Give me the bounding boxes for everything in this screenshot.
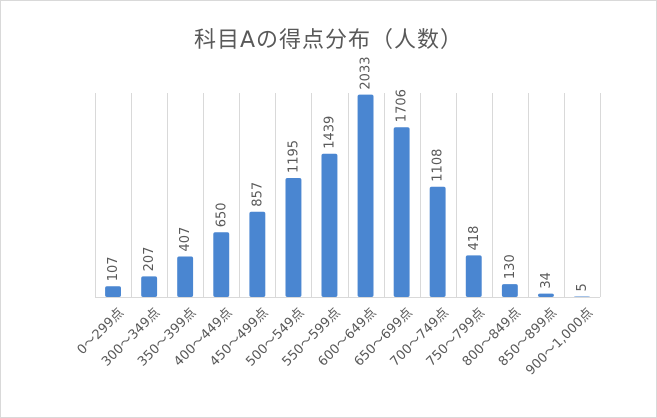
chart-title: 科目Aの得点分布（人数）	[193, 28, 464, 53]
bar	[501, 284, 518, 297]
bar	[177, 256, 194, 297]
bar	[249, 211, 266, 297]
data-label: 5	[575, 283, 590, 291]
data-label: 418	[467, 226, 482, 251]
data-label: 407	[178, 227, 193, 252]
data-label: 1706	[395, 89, 410, 122]
data-label: 857	[250, 182, 265, 207]
category-labels: 0～299点300～349点350～399点400～449点450～499点50…	[75, 305, 596, 378]
bar	[538, 293, 554, 297]
bar	[321, 153, 338, 297]
data-label: 1108	[431, 149, 446, 182]
bar	[465, 255, 482, 297]
bar	[141, 276, 158, 297]
bar	[285, 178, 302, 297]
data-label: 130	[503, 254, 518, 279]
bar	[213, 232, 230, 297]
data-label: 650	[214, 202, 229, 227]
data-label: 34	[539, 272, 554, 289]
data-label: 2033	[359, 57, 374, 90]
data-labels: 107 207 407 650 857 1195 1439 2033 1706 1108 418 13…	[106, 57, 590, 292]
data-label: 1195	[286, 140, 301, 173]
bar	[105, 286, 121, 297]
data-label: 207	[142, 247, 157, 272]
bar	[357, 94, 374, 297]
data-label: 107	[106, 256, 121, 281]
bars	[105, 94, 590, 297]
data-label: 1439	[323, 116, 338, 149]
bar	[574, 296, 590, 297]
grid-lines	[95, 93, 601, 298]
bar	[429, 186, 446, 297]
bar	[393, 127, 410, 297]
